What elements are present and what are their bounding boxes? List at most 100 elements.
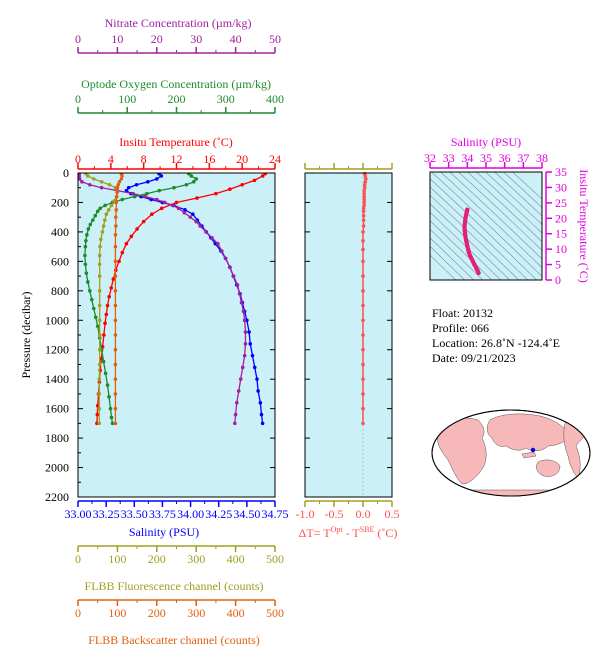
fluorescence-point <box>86 174 90 178</box>
ts-density-contour <box>430 246 466 280</box>
backscatter-point <box>114 215 118 219</box>
pressure-tick-label: 1600 <box>45 402 69 416</box>
salinity-axis-tick-label: 33.25 <box>93 507 120 521</box>
delta-t-point <box>361 333 365 337</box>
delta-t-point <box>363 174 368 178</box>
delta-t-axis-title: ΔT= TOpt - TSBE (˚C) <box>299 525 398 540</box>
salinity-axis-title: Salinity (PSU) <box>129 525 199 539</box>
delta-t-point <box>361 289 365 293</box>
backscatter-point <box>115 185 120 190</box>
fluorescence-point <box>97 347 102 352</box>
backscatter-axis-tick-label: 200 <box>148 606 166 620</box>
fluorescence-axis-tick-label: 400 <box>227 552 245 566</box>
temperature-point <box>120 250 125 255</box>
temperature-axis: 0 4 8 12 16 20 24 <box>75 152 281 170</box>
nitrate-point <box>235 283 240 287</box>
nitrate-point <box>243 330 248 334</box>
oxygen-point <box>101 359 106 364</box>
fluorescence-point <box>97 253 102 258</box>
oxygen-point <box>88 222 93 227</box>
salinity-axis: 33.00 33.25 33.50 33.75 34.00 34.25 34.50 34.75 <box>65 500 289 521</box>
nitrate-point <box>78 177 82 181</box>
nitrate-point <box>176 206 181 211</box>
ts-density-contour <box>449 172 542 260</box>
backscatter-point <box>114 224 118 228</box>
oxygen-point <box>84 271 89 275</box>
temperature-point <box>117 259 121 264</box>
nitrate-axis-tick-label: 40 <box>230 32 242 46</box>
nitrate-point <box>239 300 244 305</box>
oxygen-point <box>194 177 198 181</box>
ts-density-contour <box>430 254 457 280</box>
delta-t-point <box>361 318 365 323</box>
ts-density-contour <box>458 172 542 251</box>
pressure-tick-label: 2000 <box>45 461 69 475</box>
delta-t-tick-label: -1.0 <box>296 507 315 521</box>
delta-t-point <box>361 209 366 214</box>
fluorescence-point <box>99 237 103 242</box>
ts-density-contour <box>494 172 542 217</box>
ts-density-contour <box>430 237 475 280</box>
salinity-point <box>155 177 159 181</box>
temperature-axis-title: Insitu Temperature (˚C) <box>119 135 233 149</box>
salinity-point <box>159 174 164 178</box>
pressure-axis-title: Pressure (decibar) <box>19 292 33 379</box>
backscatter-point <box>113 421 118 426</box>
oxygen-point <box>91 306 96 311</box>
fluorescence-point <box>97 262 102 267</box>
salinity-axis-tick-label: 34.25 <box>205 507 232 521</box>
fluorescence-point <box>104 212 109 217</box>
location-map <box>431 409 591 497</box>
backscatter-axis: 0 100 200 300 400 500 <box>75 599 284 620</box>
fluorescence-point <box>107 182 112 187</box>
ts-density-contour <box>503 172 542 208</box>
ts-temperature-tick-label: 20 <box>555 211 567 225</box>
oxygen-point <box>145 191 149 196</box>
info-date: Date: 09/21/2023 <box>432 351 516 365</box>
oxygen-point <box>88 289 92 293</box>
delta-t-point <box>362 182 367 187</box>
ts-temperature-tick-label: 5 <box>555 258 561 272</box>
oxygen-point <box>83 262 88 267</box>
backscatter-point <box>117 180 122 184</box>
nitrate-point <box>188 215 193 219</box>
oxygen-point <box>189 174 194 178</box>
profiles-panel-background <box>78 173 275 497</box>
temperature-point <box>214 191 218 196</box>
fluorescence-axis-tick-label: 0 <box>75 552 81 566</box>
nitrate-point <box>131 191 135 196</box>
ts-density-contour <box>431 172 542 277</box>
backscatter-point <box>115 190 119 194</box>
ts-density-contour <box>467 172 542 243</box>
delta-t-tick-label: -0.5 <box>325 507 344 521</box>
delta-t-point <box>361 303 365 308</box>
nitrate-axis-tick-label: 10 <box>111 32 123 46</box>
nitrate-point <box>241 309 246 314</box>
oxygen-point <box>93 213 98 218</box>
ts-density-contour <box>430 194 520 280</box>
backscatter-axis-tick-label: 0 <box>75 606 81 620</box>
temperature-point <box>95 412 100 417</box>
temperature-point <box>102 333 106 337</box>
nitrate-point <box>80 180 84 184</box>
temperature-point <box>260 174 265 178</box>
backscatter-point <box>113 377 118 381</box>
map-europe-africa <box>437 417 487 485</box>
delta-t-axis: -1.0 -0.5 0.0 0.5 <box>296 163 400 521</box>
backscatter-axis-tick-label: 400 <box>227 606 245 620</box>
temperature-point <box>99 356 104 361</box>
ts-salinity-tick-label: 36 <box>499 151 511 165</box>
temperature-point <box>95 403 100 408</box>
fluorescence-point <box>99 180 104 184</box>
oxygen-axis-tick-label: 0 <box>75 92 81 106</box>
nitrate-point <box>242 318 247 323</box>
info-float: Float: 20132 <box>432 306 493 320</box>
ts-density-contour <box>430 228 484 280</box>
temperature-point <box>263 173 267 176</box>
nitrate-point <box>204 230 208 234</box>
pressure-tick-label: 200 <box>51 195 69 209</box>
salinity-axis-tick-label: 34.00 <box>177 507 204 521</box>
temperature-point <box>195 196 199 200</box>
backscatter-point <box>113 347 118 352</box>
